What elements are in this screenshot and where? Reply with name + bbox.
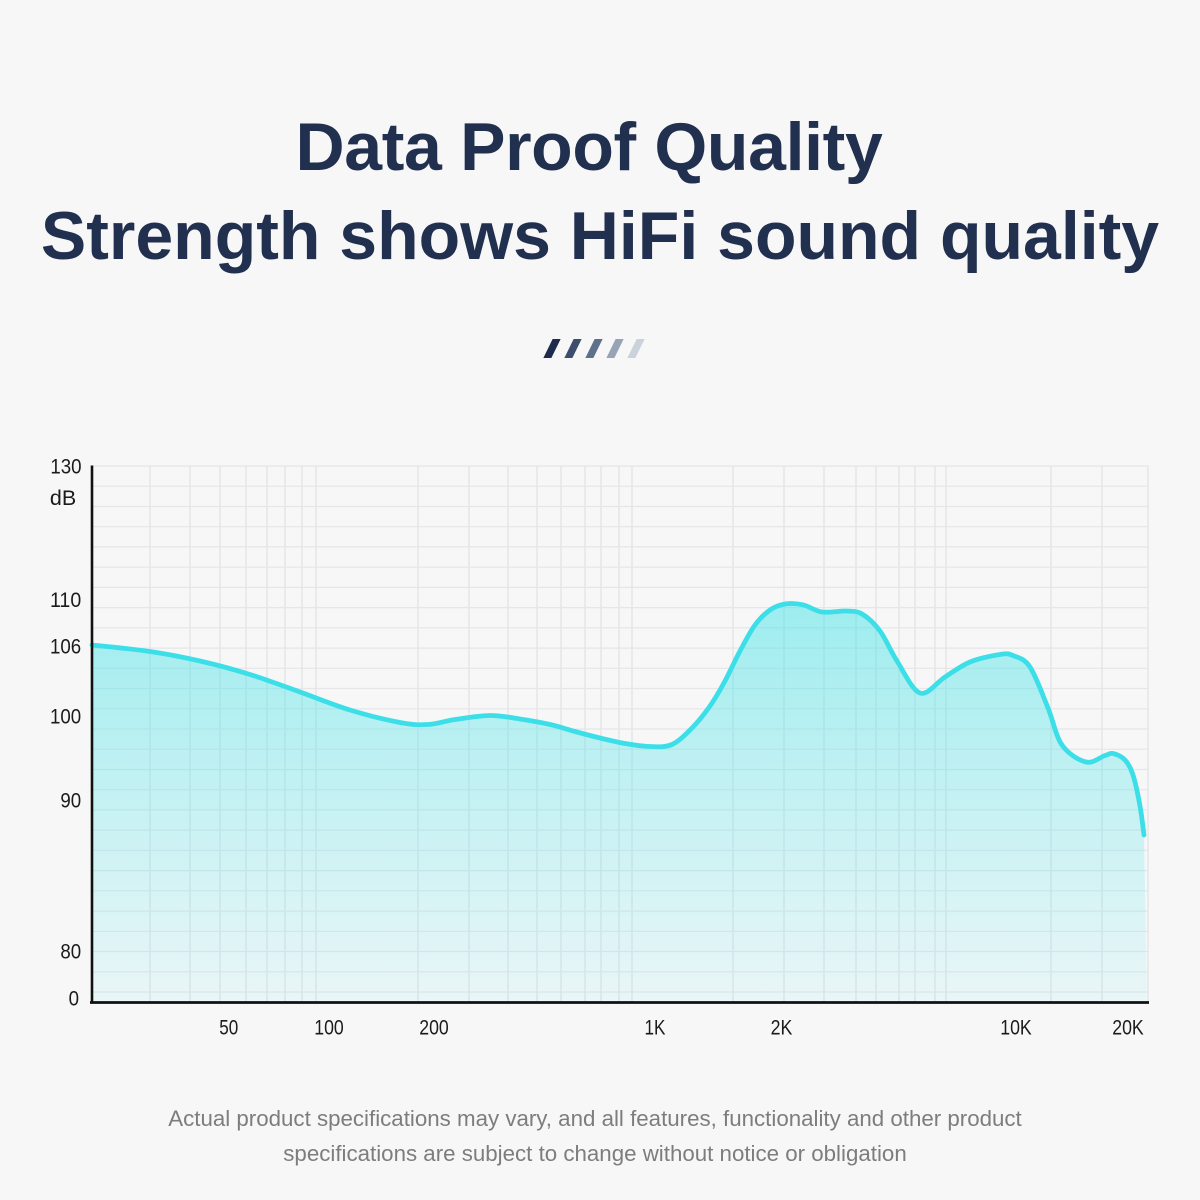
- svg-text:2K: 2K: [771, 1016, 793, 1039]
- svg-text:110: 110: [50, 589, 81, 612]
- svg-text:10K: 10K: [1000, 1016, 1032, 1039]
- svg-text:80: 80: [60, 940, 81, 963]
- svg-text:1K: 1K: [645, 1016, 666, 1039]
- svg-text:106: 106: [50, 635, 81, 658]
- svg-text:100: 100: [314, 1016, 344, 1039]
- svg-text:0: 0: [69, 987, 79, 1010]
- svg-text:130: 130: [50, 456, 81, 479]
- svg-text:200: 200: [419, 1016, 449, 1039]
- svg-text:dB: dB: [50, 487, 76, 510]
- svg-text:50: 50: [219, 1016, 238, 1039]
- svg-text:90: 90: [60, 789, 81, 812]
- svg-text:20K: 20K: [1112, 1016, 1144, 1039]
- svg-text:100: 100: [50, 705, 81, 728]
